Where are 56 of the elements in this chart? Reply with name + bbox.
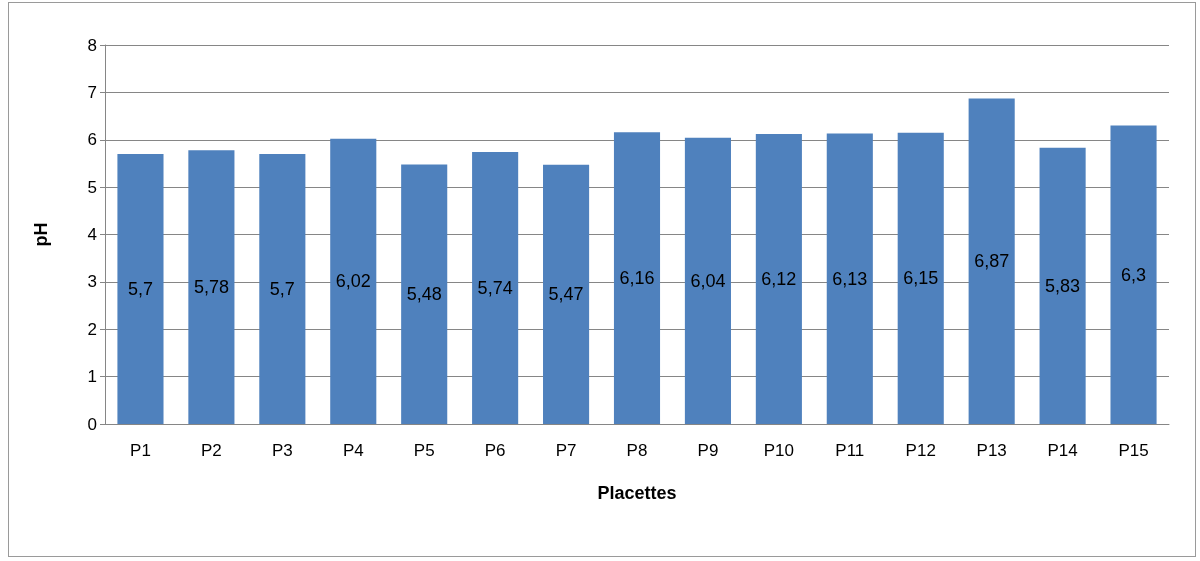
- x-tick-label: P8: [626, 441, 648, 460]
- x-tick-label: P15: [1118, 441, 1149, 460]
- data-label: 5,78: [193, 277, 229, 298]
- data-label: 5,83: [1045, 275, 1081, 296]
- x-axis-title: Placettes: [597, 483, 677, 503]
- bar: [259, 153, 306, 424]
- y-tick-label: 2: [87, 319, 97, 339]
- y-tick-label: 1: [87, 367, 97, 387]
- bar: [188, 150, 235, 424]
- x-tick-label: P2: [201, 441, 222, 460]
- bar: [1110, 125, 1157, 424]
- bar: [117, 153, 164, 424]
- data-label: 5,7: [127, 278, 153, 299]
- bar: [472, 152, 519, 424]
- y-tick-label: 7: [87, 82, 97, 102]
- bar: [1039, 147, 1086, 424]
- bar: [897, 132, 944, 424]
- x-tick-label: P5: [413, 441, 435, 460]
- x-tick-label: P7: [555, 441, 577, 460]
- bar: [543, 164, 590, 424]
- x-tick-label: P10: [763, 441, 794, 460]
- data-label: 6,13: [832, 268, 868, 289]
- x-tick-label: P11: [835, 441, 865, 460]
- bar: [613, 132, 661, 424]
- x-tick-label: P13: [976, 441, 1007, 460]
- y-tick-label: 5: [87, 177, 97, 197]
- data-label: 6,12: [761, 269, 797, 290]
- data-label: 6,04: [690, 270, 726, 291]
- data-label: 5,7: [269, 278, 295, 299]
- x-tick-label: P14: [1047, 441, 1078, 460]
- data-label: 5,47: [548, 284, 584, 305]
- data-label: 6,16: [619, 268, 655, 289]
- y-axis-title: pH: [31, 222, 51, 247]
- data-label: 5,48: [406, 284, 442, 305]
- bar: [755, 134, 802, 424]
- data-label: 6,15: [903, 268, 939, 289]
- data-label: 6,02: [335, 271, 371, 292]
- data-label: 5,74: [477, 278, 513, 299]
- y-tick-label: 0: [87, 414, 97, 434]
- x-tick-label: P3: [271, 441, 293, 460]
- data-label: 6,3: [1121, 264, 1147, 285]
- bar: [401, 164, 448, 424]
- y-tick-label: 8: [87, 35, 97, 55]
- y-tick-label: 3: [87, 272, 97, 292]
- bar: [684, 137, 731, 424]
- y-tick-label: 4: [87, 225, 97, 244]
- x-tick-label: P9: [697, 441, 719, 460]
- x-tick-label: P6: [484, 441, 506, 460]
- x-tick-label: P1: [130, 441, 151, 460]
- bar: [826, 133, 873, 424]
- data-label: 6,87: [974, 251, 1010, 272]
- bar: [968, 98, 1015, 424]
- bar: [330, 138, 377, 424]
- x-tick-label: P4: [342, 441, 364, 460]
- y-tick-label: 6: [87, 130, 97, 150]
- x-tick-label: P12: [905, 441, 936, 460]
